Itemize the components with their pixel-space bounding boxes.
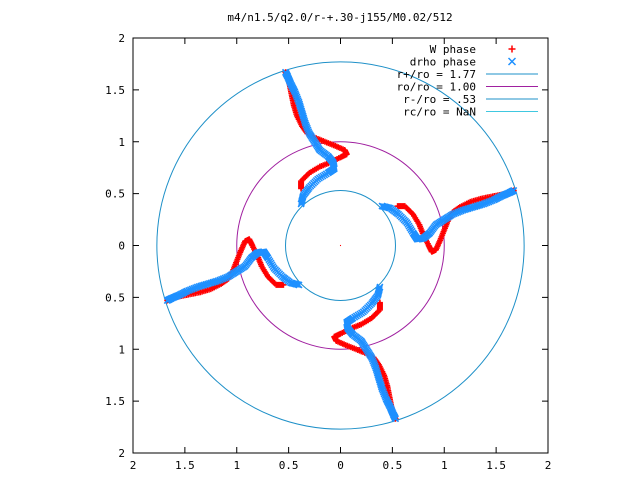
reference-circles <box>156 61 525 430</box>
y-tick-label-0: 2 <box>118 32 125 45</box>
circle-2 <box>285 190 396 301</box>
point-1-3-102 <box>391 415 400 423</box>
legend-swatch-1 <box>507 57 517 66</box>
x-tick-label-0: 2 <box>130 459 137 472</box>
x-tick-label-7: 1.5 <box>486 459 506 472</box>
legend-label-2: r+/ro = 1.77 <box>397 68 476 81</box>
x-tick-label-3: 0.5 <box>279 459 299 472</box>
legend-label-5: rc/ro = NaN <box>403 106 476 119</box>
x-tick-label-8: 2 <box>545 459 552 472</box>
y-tick-label-7: 1.5 <box>105 395 125 408</box>
point-1-2-102 <box>163 296 171 305</box>
x-tick-label-2: 1 <box>233 459 240 472</box>
data-series <box>163 68 518 423</box>
point-1-1-102 <box>281 68 290 76</box>
y-tick-label-2: 1 <box>118 136 125 149</box>
legend-label-1: drho phase <box>410 56 476 69</box>
point-1-0-102 <box>510 186 518 195</box>
x-tick-label-5: 0.5 <box>382 459 402 472</box>
axes: 2 1.5 1 0.5 0 0.5 1 1.5 221.510.500.511.52 <box>105 32 551 472</box>
series-1 <box>163 68 518 423</box>
y-tick-label-4: 0 <box>118 240 125 253</box>
legend-label-4: r-/ro = .53 <box>403 93 476 106</box>
y-tick-label-3: 0.5 <box>105 188 125 201</box>
legend-label-3: ro/ro = 1.00 <box>397 81 476 94</box>
x-tick-label-6: 1 <box>441 459 448 472</box>
legend-swatch-0 <box>508 45 516 53</box>
legend-label-0: W phase <box>430 43 476 56</box>
y-tick-label-1: 1.5 <box>105 84 125 97</box>
y-tick-label-5: 0.5 <box>105 291 125 304</box>
center-point <box>339 244 342 247</box>
circle-1 <box>236 141 445 350</box>
y-tick-label-6: 1 <box>118 343 125 356</box>
circle-0 <box>156 61 525 430</box>
chart-title: m4/n1.5/q2.0/r-+.30-j155/M0.02/512 <box>227 11 452 24</box>
x-tick-label-4: 0 <box>337 459 344 472</box>
y-tick-label-8: 2 <box>118 447 125 460</box>
x-tick-label-1: 1.5 <box>175 459 195 472</box>
